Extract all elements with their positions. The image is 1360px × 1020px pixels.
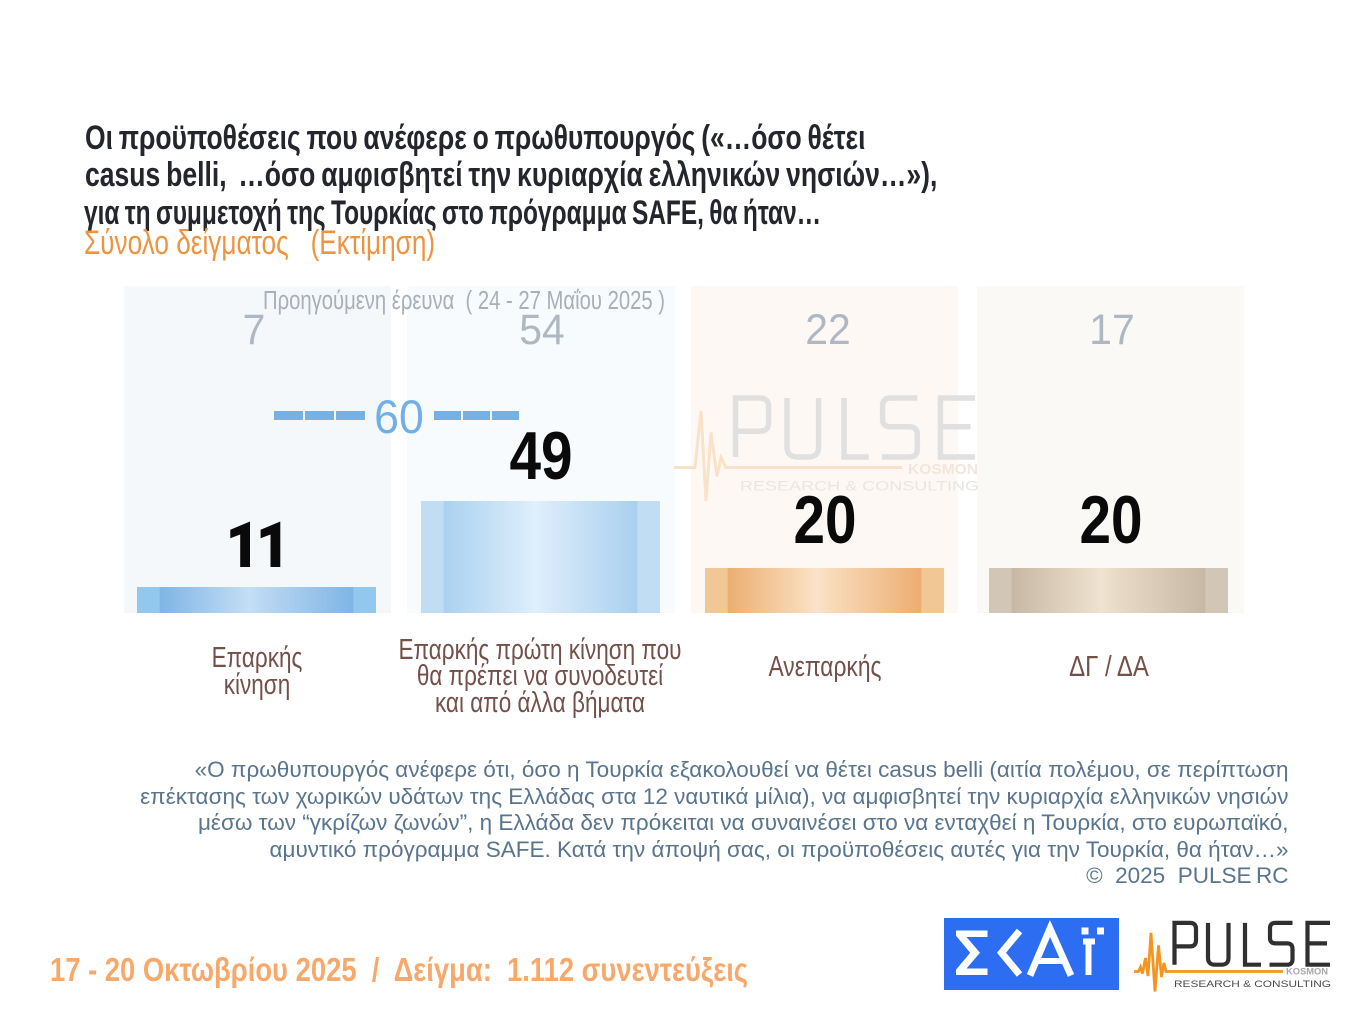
- svg-text:KOSMON: KOSMON: [1286, 967, 1328, 978]
- svg-text:RESEARCH & CONSULTING: RESEARCH & CONSULTING: [740, 479, 979, 494]
- svg-text:RESEARCH & CONSULTING: RESEARCH & CONSULTING: [1174, 979, 1331, 990]
- svg-text:KOSMON: KOSMON: [908, 461, 978, 478]
